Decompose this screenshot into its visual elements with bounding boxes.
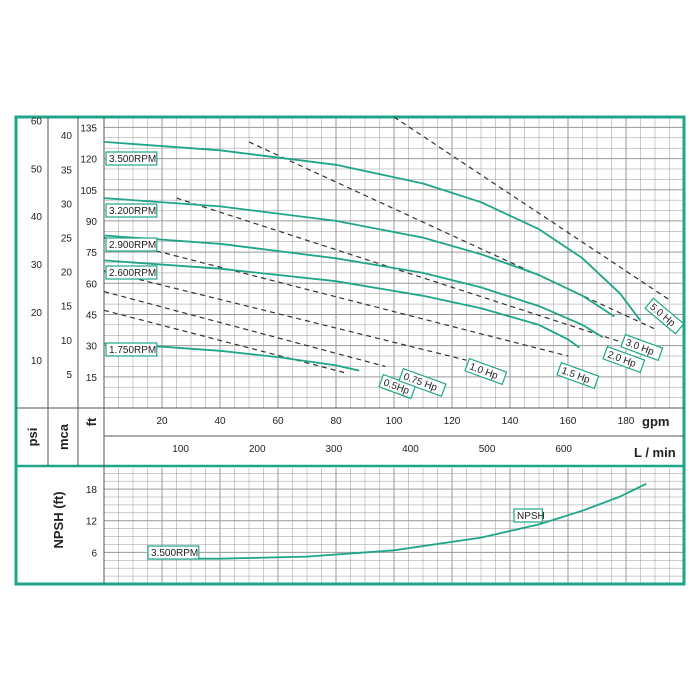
hp-label-box	[620, 333, 664, 362]
rpm-curve	[103, 259, 581, 349]
rpm-label: 1.750RPM	[109, 345, 156, 356]
npsh-grid	[103, 468, 685, 585]
y-tick-label-ft: 45	[86, 310, 98, 321]
y-tick-label-psi: 30	[31, 260, 43, 271]
rpm-label-box	[105, 342, 158, 357]
rpm-curve	[103, 234, 604, 339]
axis-separators	[16, 117, 684, 584]
hp-label-box	[644, 297, 685, 335]
rpm-label-box	[105, 237, 158, 252]
unit-label-gpm: gpm	[642, 414, 669, 429]
rpm-label-box	[105, 203, 158, 218]
y-tick-label-mca: 30	[61, 199, 73, 210]
hp-label-box	[398, 367, 447, 398]
unit-label-ft: ft	[84, 417, 99, 426]
npsh-label: NPSH	[517, 511, 545, 522]
rpm-curve	[103, 197, 615, 318]
y-tick-label-mca: 25	[61, 234, 73, 245]
y-tick-label-ft: 30	[86, 342, 98, 353]
x-tick-label-lmin: 600	[555, 444, 572, 455]
npsh-y-tick-label: 12	[86, 517, 98, 528]
x-tick-label-gpm: 180	[618, 416, 635, 427]
rpm-label: 2.900RPM	[109, 240, 156, 251]
y-tick-label-ft: 60	[86, 279, 98, 290]
rpm-label-group: 1.750RPM	[105, 342, 158, 357]
y-tick-label-ft: 15	[86, 373, 98, 384]
y-tick-label-psi: 20	[31, 308, 43, 319]
y-tick-label-psi: 60	[31, 116, 43, 127]
power-line	[248, 141, 656, 330]
x-tick-label-lmin: 100	[172, 444, 189, 455]
unit-label-psi: psi	[25, 428, 40, 447]
power-line	[103, 309, 345, 374]
y-tick-label-mca: 40	[61, 131, 73, 142]
hp-label-group: 5.0 Hp	[644, 297, 685, 335]
y-tick-label-mca: 10	[61, 336, 73, 347]
npsh-rpm-label: 3.500RPM	[151, 548, 198, 559]
y-tick-label-ft: 135	[80, 123, 97, 134]
hp-label-box	[556, 361, 600, 390]
npsh-y-tick-label: 6	[91, 548, 97, 559]
hp-label-box	[464, 357, 508, 386]
npsh-curve	[147, 482, 647, 560]
npsh-rpm-label-box	[147, 545, 200, 560]
y-tick-label-mca: 5	[66, 370, 72, 381]
rpm-label-box	[105, 265, 158, 280]
npsh-label-group: NPSH	[513, 508, 545, 523]
rpm-label-group: 2.900RPM	[105, 237, 158, 252]
performance-grid	[103, 116, 685, 409]
y-tick-label-psi: 10	[31, 356, 43, 367]
outer-border	[14, 115, 686, 586]
x-tick-label-gpm: 60	[272, 416, 284, 427]
unit-label-mca: mca	[56, 423, 71, 450]
hp-label-group: 1.0 Hp	[464, 357, 508, 386]
y-tick-label-ft: 120	[80, 155, 97, 166]
y-tick-label-mca: 35	[61, 165, 73, 176]
x-tick-label-gpm: 120	[444, 416, 461, 427]
x-tick-label-lmin: 500	[479, 444, 496, 455]
x-tick-label-lmin: 200	[249, 444, 266, 455]
power-line	[176, 197, 627, 345]
x-tick-label-gpm: 20	[156, 416, 168, 427]
npsh-label-box	[513, 508, 543, 523]
rpm-label-group: 3.200RPM	[105, 203, 158, 218]
power-line	[103, 236, 569, 357]
y-tick-label-mca: 20	[61, 268, 73, 279]
rpm-label-group: 2.600RPM	[105, 265, 158, 280]
rpm-label: 3.500RPM	[109, 154, 156, 165]
x-tick-label-gpm: 100	[386, 416, 403, 427]
x-tick-label-lmin: 300	[325, 444, 342, 455]
rpm-label: 2.600RPM	[109, 268, 156, 279]
rpm-label-box	[105, 151, 158, 166]
rpm-label: 3.200RPM	[109, 206, 156, 217]
hp-label-box	[602, 345, 646, 374]
npsh-axis-label: NPSH (ft)	[51, 491, 66, 548]
power-line	[103, 291, 386, 368]
npsh-rpm-label-group: 3.500RPM	[147, 545, 200, 560]
y-tick-label-ft: 90	[86, 217, 98, 228]
x-tick-label-gpm: 160	[560, 416, 577, 427]
x-tick-label-gpm: 140	[502, 416, 519, 427]
npsh-y-tick-label: 18	[86, 485, 98, 496]
unit-label-lmin: L / min	[634, 445, 676, 460]
x-tick-label-gpm: 80	[330, 416, 342, 427]
y-tick-label-psi: 50	[31, 164, 43, 175]
y-tick-label-psi: 40	[31, 212, 43, 223]
x-tick-label-gpm: 40	[214, 416, 226, 427]
rpm-label-group: 3.500RPM	[105, 151, 158, 166]
chart-frame	[14, 115, 686, 586]
y-tick-label-ft: 75	[86, 248, 98, 259]
y-tick-label-mca: 15	[61, 302, 73, 313]
y-tick-label-ft: 105	[80, 186, 97, 197]
rpm-curve	[103, 141, 642, 322]
x-tick-label-lmin: 400	[402, 444, 419, 455]
power-line	[393, 116, 670, 301]
